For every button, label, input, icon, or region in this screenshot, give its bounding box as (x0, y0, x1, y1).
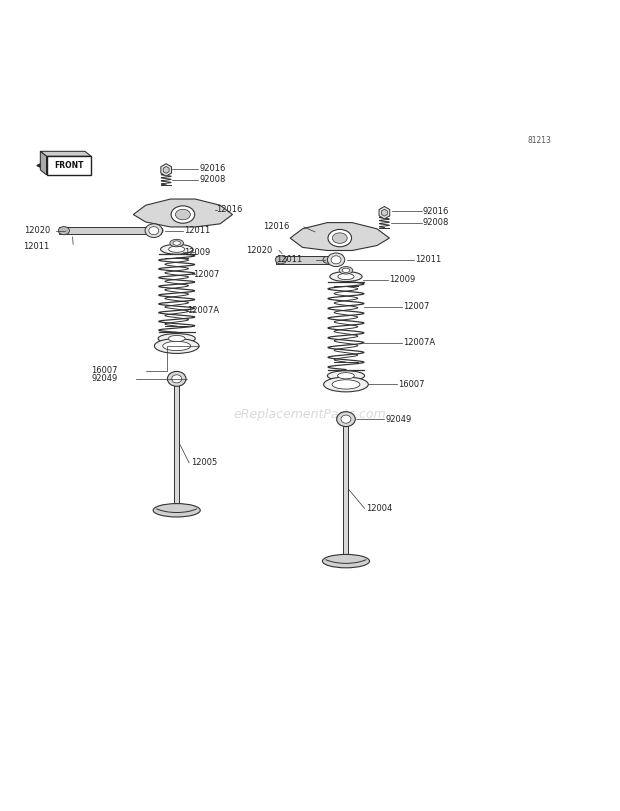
Text: 12011: 12011 (415, 255, 441, 264)
Ellipse shape (172, 375, 182, 383)
Polygon shape (379, 207, 390, 219)
Polygon shape (381, 209, 388, 216)
Text: 12007: 12007 (403, 303, 430, 311)
Text: 92016: 92016 (200, 164, 226, 174)
Ellipse shape (170, 239, 184, 247)
Bar (174, 384, 179, 504)
Text: 12020: 12020 (247, 246, 273, 255)
Ellipse shape (323, 256, 330, 263)
Ellipse shape (337, 412, 355, 427)
Ellipse shape (162, 341, 190, 350)
Text: 12016: 12016 (263, 222, 290, 231)
Ellipse shape (332, 233, 347, 243)
Ellipse shape (171, 206, 195, 223)
Text: 92008: 92008 (200, 175, 226, 184)
Text: 92016: 92016 (423, 207, 450, 216)
Text: 16007: 16007 (91, 367, 118, 375)
Text: 12016: 12016 (216, 205, 243, 214)
Text: 92049: 92049 (386, 414, 412, 423)
Bar (343, 424, 348, 556)
Ellipse shape (330, 272, 362, 281)
Text: 92049: 92049 (92, 375, 118, 384)
Polygon shape (161, 164, 172, 176)
Polygon shape (163, 166, 169, 174)
Ellipse shape (332, 380, 360, 389)
Ellipse shape (342, 268, 350, 272)
Ellipse shape (149, 226, 159, 234)
Text: eReplacementParts.com: eReplacementParts.com (234, 408, 386, 421)
Text: FRONT: FRONT (54, 161, 84, 170)
Ellipse shape (275, 255, 286, 264)
Ellipse shape (58, 226, 69, 234)
Text: 12005: 12005 (191, 458, 217, 467)
Ellipse shape (169, 247, 185, 252)
Ellipse shape (161, 244, 193, 254)
Ellipse shape (328, 230, 352, 247)
Text: 92008: 92008 (423, 218, 450, 227)
Ellipse shape (331, 255, 341, 264)
Text: 12009: 12009 (389, 275, 415, 284)
Polygon shape (40, 152, 91, 157)
Ellipse shape (339, 267, 353, 274)
Ellipse shape (327, 371, 365, 380)
Text: 12011: 12011 (24, 242, 50, 251)
Ellipse shape (167, 371, 186, 386)
Polygon shape (40, 152, 46, 175)
Ellipse shape (324, 377, 368, 392)
Ellipse shape (153, 504, 200, 517)
Polygon shape (290, 222, 389, 251)
Ellipse shape (338, 372, 355, 379)
Ellipse shape (145, 224, 162, 238)
Text: 12007A: 12007A (187, 306, 219, 315)
Ellipse shape (175, 209, 190, 220)
Ellipse shape (173, 241, 180, 245)
Text: 12011: 12011 (184, 226, 210, 235)
Text: 12020: 12020 (25, 226, 51, 235)
Text: 12004: 12004 (366, 504, 392, 513)
Text: 12007A: 12007A (403, 338, 435, 347)
Ellipse shape (156, 227, 163, 234)
Ellipse shape (327, 253, 345, 267)
Ellipse shape (338, 273, 354, 280)
Text: 12011: 12011 (276, 255, 302, 264)
Ellipse shape (168, 336, 185, 341)
Bar (46, 157, 91, 175)
Text: 81213: 81213 (528, 135, 551, 144)
Text: 12007: 12007 (193, 270, 220, 279)
Text: 16007: 16007 (398, 380, 425, 389)
Ellipse shape (341, 415, 351, 423)
Ellipse shape (322, 555, 370, 568)
Bar (59, 227, 161, 234)
Ellipse shape (154, 338, 199, 354)
Bar (276, 256, 329, 264)
Polygon shape (133, 199, 232, 227)
Text: 12009: 12009 (184, 248, 210, 257)
Ellipse shape (158, 333, 195, 344)
